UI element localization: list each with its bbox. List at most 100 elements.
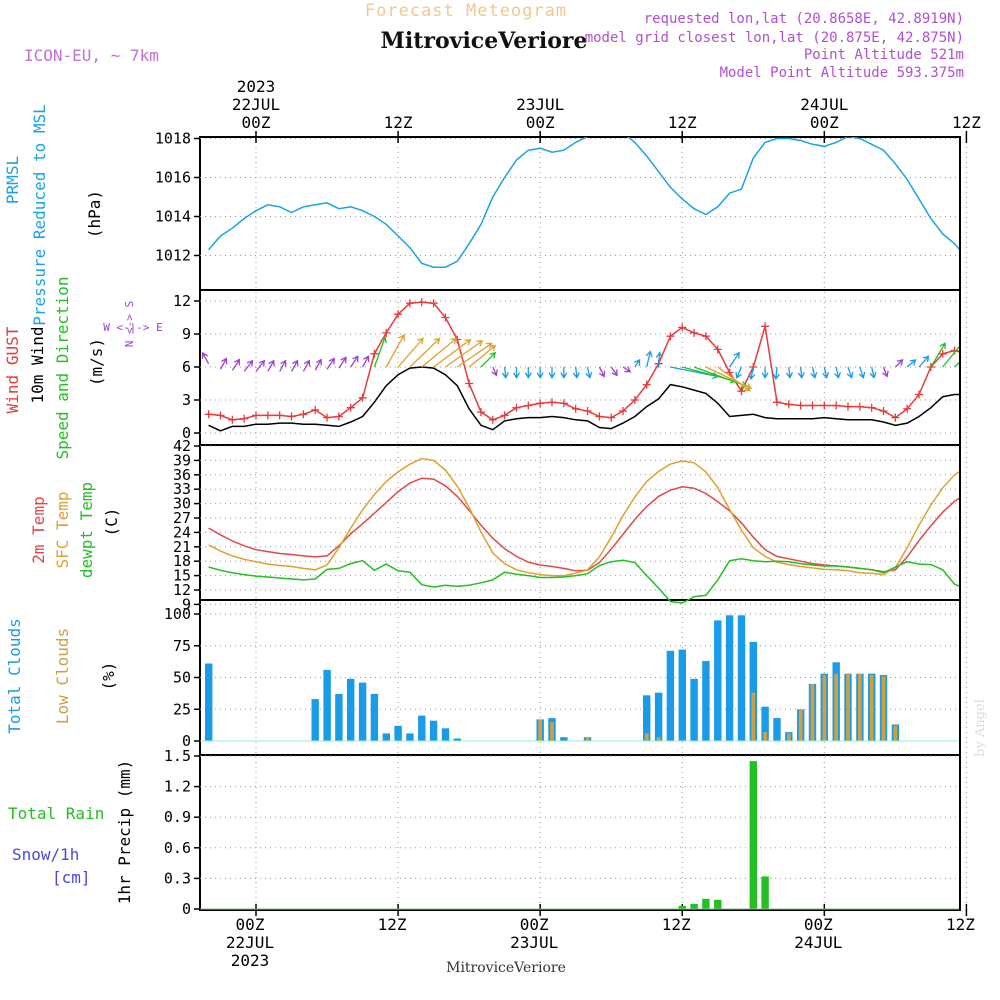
temp-ytick-label: 18 [173, 552, 191, 570]
wind-direction-arrow [279, 359, 287, 372]
wind-direction-arrow [598, 366, 606, 378]
cloud-bar [370, 694, 379, 741]
wind-gust-marker [915, 390, 924, 399]
temp-ytick-label: 30 [173, 495, 191, 513]
cloud-bar [394, 725, 402, 741]
wind-gust-marker [690, 328, 699, 337]
wind-gust-marker [263, 411, 272, 420]
wind-direction-arrow [314, 358, 322, 371]
top-date-label: 24JUL [800, 95, 848, 114]
cloud-bar [418, 715, 426, 741]
wind-direction-arrow [834, 366, 842, 379]
cloud-bar [678, 649, 686, 741]
cloud-bar [550, 722, 554, 741]
cloud-ytick-label: 0 [182, 732, 191, 750]
wind-direction-arrow [978, 341, 1000, 367]
wind-direction-arrow [585, 366, 593, 379]
wind-direction-arrow [634, 358, 641, 368]
wind-gust-marker [358, 393, 367, 402]
cloud-bar [714, 620, 722, 741]
cloud-ytick-label: 75 [173, 637, 191, 655]
temp-label: (C) [102, 508, 121, 537]
wind-gust-marker [938, 349, 947, 358]
precip-ytick-label: 0 [182, 900, 191, 918]
wind-direction-arrow [255, 359, 266, 372]
wind-direction-arrow [869, 366, 877, 379]
wind-gust-marker [275, 411, 284, 420]
wind-direction-arrow [772, 366, 780, 381]
precip-label: [cm] [52, 868, 91, 887]
wind-direction-arrow [785, 366, 793, 379]
station-name: MitroviceVeriore [381, 28, 588, 54]
footer-station: MitroviceVeriore [446, 960, 566, 976]
wind-gust-marker [701, 332, 710, 341]
bottom-time-label: 00Z [520, 915, 549, 934]
wind-direction-arrow [267, 359, 275, 372]
wind-gust-marker [536, 399, 545, 408]
wind-gust-marker [844, 402, 852, 411]
wind-gust-marker [986, 349, 994, 357]
cloud-bar [881, 676, 886, 741]
wind-gust-marker [796, 401, 805, 410]
wind-gust-marker [642, 380, 651, 389]
cloud-bar [787, 733, 791, 741]
wind-gust-marker [548, 398, 556, 407]
precip-panel-frame [199, 754, 961, 911]
pressure-ytick-label: 1016 [155, 169, 191, 187]
cloud-bar [737, 615, 746, 741]
wind-gust-marker [429, 299, 438, 308]
pressure-series-line [208, 137, 959, 268]
temp-ytick-label: 21 [173, 538, 191, 556]
wind-direction-arrow [350, 355, 359, 368]
bottom-date-label: 24JUL [794, 933, 842, 952]
wind-direction-arrow [748, 366, 756, 381]
temp-series-line [208, 477, 959, 573]
top-date-label: 22JUL [232, 95, 280, 114]
bottom-date-label: 23JUL [510, 933, 558, 952]
cloud-bar [538, 719, 542, 741]
bottom-time-label: 00Z [236, 915, 265, 934]
cloud-label: (%) [99, 662, 118, 691]
cloud-bar [441, 728, 450, 741]
wind-direction-arrow [761, 367, 769, 379]
precip-bar [761, 876, 769, 909]
wind-direction-arrow [385, 333, 405, 368]
cloud-bar [702, 661, 710, 741]
wind-gust-marker [891, 413, 900, 422]
wind-direction-arrow [610, 366, 618, 377]
wind-gust-marker [926, 363, 935, 371]
pressure-ytick-label: 1012 [155, 247, 191, 265]
wind-direction-arrow [858, 366, 866, 379]
wind-series-line [208, 366, 959, 432]
wind-direction-arrow [918, 355, 930, 368]
wind-direction-arrow [243, 359, 254, 372]
cloud-ytick-label: 25 [173, 700, 191, 718]
wind-gust-marker [370, 349, 379, 358]
precip-bar [690, 903, 698, 909]
bottom-time-label: 00Z [804, 915, 833, 934]
temp-series-line [208, 457, 959, 577]
wind-gust-marker [630, 396, 639, 404]
wind-label: Wind GUST [3, 326, 22, 413]
wind-compass-we: W <-|-> E [103, 321, 163, 334]
temp-ytick-label: 33 [173, 480, 191, 498]
cloud-bar [798, 709, 803, 742]
wind-gust-marker [595, 412, 604, 421]
wind-gust-marker [287, 412, 296, 421]
wind-direction-arrow [480, 351, 497, 368]
temp-ytick-label: 27 [173, 509, 191, 527]
cloud-bar [893, 725, 898, 741]
wind-direction-arrow [445, 340, 484, 368]
wind-direction-arrow [421, 337, 458, 368]
wind-direction-arrow [954, 361, 959, 368]
temp-ytick-label: 36 [173, 466, 191, 484]
wind-direction-arrow [735, 366, 742, 379]
cloud-bar [311, 699, 319, 741]
cloud-bar [358, 682, 367, 741]
chart-data-layer [201, 137, 1000, 910]
wind-direction-arrow [822, 366, 830, 379]
wind-gust-marker [382, 328, 391, 337]
wind-direction-arrow [717, 366, 751, 392]
wind-direction-arrow [930, 342, 946, 368]
